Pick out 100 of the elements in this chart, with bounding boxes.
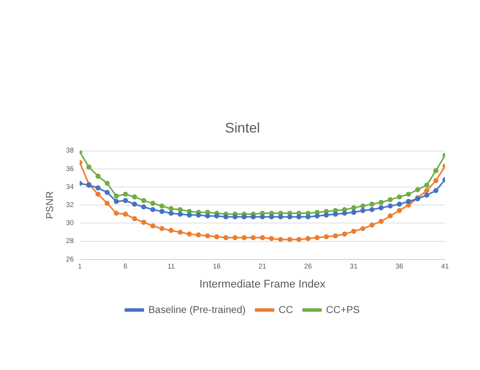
point	[287, 236, 292, 242]
point	[132, 202, 138, 207]
point	[159, 226, 165, 232]
point	[178, 230, 183, 235]
point	[268, 214, 274, 220]
point	[351, 205, 356, 210]
point	[415, 187, 420, 192]
point	[369, 202, 375, 207]
point	[278, 214, 284, 220]
point	[332, 233, 338, 238]
point	[242, 214, 247, 220]
legend-label: CC	[278, 304, 294, 316]
point	[260, 235, 265, 240]
point	[214, 234, 220, 240]
point	[396, 194, 402, 200]
point	[314, 213, 320, 219]
point	[196, 212, 202, 218]
point	[396, 208, 402, 214]
point	[178, 212, 183, 217]
point	[433, 188, 438, 194]
point	[260, 214, 265, 220]
point	[223, 214, 228, 220]
point	[378, 218, 384, 224]
point	[132, 194, 138, 200]
point	[287, 214, 292, 220]
point	[122, 192, 128, 197]
point	[433, 168, 438, 174]
point	[250, 214, 256, 220]
point	[150, 223, 156, 228]
point	[178, 207, 183, 212]
point	[114, 210, 119, 216]
point	[388, 213, 393, 219]
point	[378, 205, 384, 210]
point	[278, 236, 284, 242]
legend-label: CC+PS	[326, 304, 360, 316]
point	[342, 232, 348, 237]
point	[86, 164, 92, 170]
point	[232, 214, 238, 220]
point	[351, 228, 356, 234]
point	[360, 203, 366, 209]
point	[242, 235, 247, 240]
point	[104, 200, 110, 206]
point	[168, 210, 174, 216]
legend-label: Baseline (Pre-trained)	[148, 304, 246, 316]
point	[122, 212, 128, 217]
point	[305, 214, 311, 220]
point	[378, 200, 384, 205]
point	[250, 235, 256, 240]
point	[388, 203, 393, 209]
x-axis-title: Intermediate Frame Index	[199, 278, 326, 290]
point	[360, 226, 366, 232]
point	[406, 192, 412, 197]
point	[433, 178, 438, 184]
point	[114, 198, 119, 204]
point	[159, 208, 165, 214]
point	[150, 207, 156, 212]
point	[232, 235, 238, 240]
point	[104, 180, 110, 186]
point	[268, 236, 274, 242]
point	[324, 212, 329, 218]
point	[424, 188, 430, 194]
point	[296, 236, 302, 242]
point	[424, 182, 430, 188]
point	[296, 214, 302, 220]
point	[186, 232, 192, 237]
point	[332, 212, 338, 217]
point	[223, 235, 228, 240]
y-axis-title: PSNR	[44, 191, 56, 219]
point	[141, 198, 146, 204]
point	[159, 203, 165, 209]
point	[406, 198, 412, 204]
point	[141, 204, 146, 210]
point	[141, 220, 146, 225]
point	[351, 210, 356, 215]
point	[369, 207, 375, 212]
point	[104, 190, 110, 195]
point	[205, 213, 210, 219]
point	[95, 174, 101, 179]
point	[342, 210, 348, 216]
point	[114, 194, 119, 199]
point	[314, 235, 320, 240]
point	[424, 192, 430, 198]
point	[388, 197, 393, 202]
point	[305, 236, 311, 242]
point	[205, 233, 210, 238]
point	[168, 206, 174, 212]
point	[95, 185, 101, 190]
point	[168, 228, 174, 233]
point	[396, 202, 402, 207]
point	[214, 213, 220, 219]
point	[132, 216, 138, 222]
point	[150, 200, 156, 206]
point	[186, 212, 192, 218]
point	[122, 198, 128, 204]
point	[360, 208, 366, 214]
point	[369, 222, 375, 228]
chart-title: Sintel	[224, 119, 260, 136]
point	[196, 232, 202, 238]
point	[95, 192, 101, 197]
point	[324, 234, 329, 240]
